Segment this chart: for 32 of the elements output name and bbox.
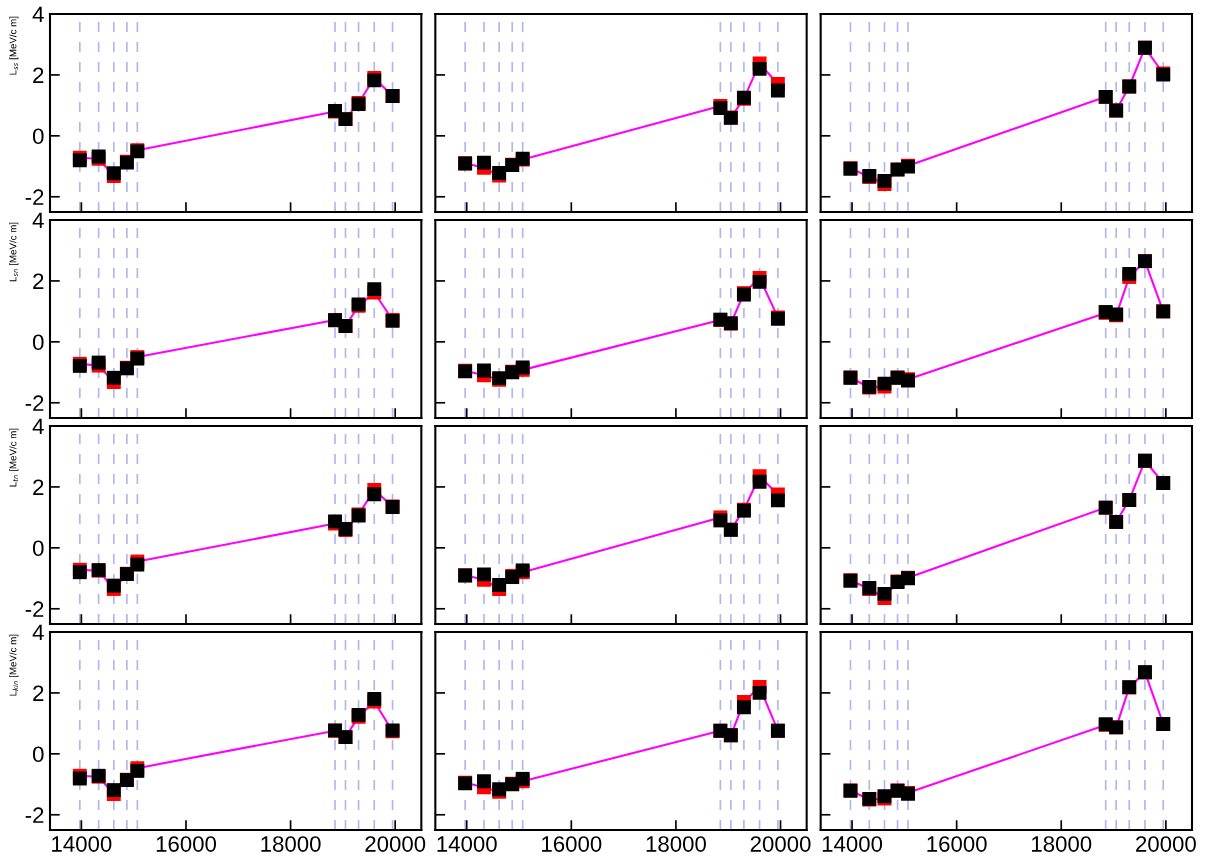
- x-tick-label: 20000: [1136, 836, 1196, 852]
- x-tick-label: 18000: [1032, 836, 1092, 852]
- x-tick-label: 20000: [365, 836, 426, 852]
- y-tick-label: 0: [32, 128, 44, 145]
- y-axis-title: L$_{kin}$ [MeV/c m]: [9, 634, 19, 696]
- y-tick-label: 0: [32, 540, 44, 557]
- x-tick-label: 14000: [822, 836, 883, 852]
- x-tick-label: 20000: [750, 836, 811, 852]
- x-tick-label: 16000: [542, 836, 602, 852]
- y-tick-label: -2: [25, 807, 44, 823]
- x-tick-label: 16000: [927, 836, 987, 852]
- x-tick-label: 16000: [156, 836, 217, 852]
- y-tick-label: 2: [33, 273, 44, 289]
- x-tick-label: 14000: [52, 836, 112, 852]
- y-tick-label: 4: [32, 418, 44, 435]
- x-tick-label: 18000: [646, 836, 706, 852]
- y-tick-label: 0: [32, 746, 44, 763]
- y-tick-label: -2: [25, 189, 44, 205]
- y-tick-label: 2: [33, 685, 44, 701]
- y-tick-label: -2: [25, 395, 44, 411]
- y-tick-label: 4: [32, 212, 44, 229]
- y-tick-label: 2: [33, 67, 44, 83]
- y-axis-title: L$_{tn}$ [MeV/c m]: [9, 428, 19, 487]
- y-tick-label: 4: [32, 624, 44, 641]
- x-tick-label: 14000: [437, 836, 497, 852]
- y-axis-title: L$_{ss}$ [MeV/c m]: [9, 16, 19, 75]
- y-tick-label: 2: [33, 479, 44, 495]
- x-tick-label: 18000: [261, 836, 321, 852]
- y-tick-label: -2: [25, 601, 44, 617]
- y-tick-label: 4: [32, 6, 44, 23]
- y-axis-title: L$_{sn}$ [MeV/c m]: [9, 222, 19, 282]
- y-tick-label: 0: [32, 334, 44, 351]
